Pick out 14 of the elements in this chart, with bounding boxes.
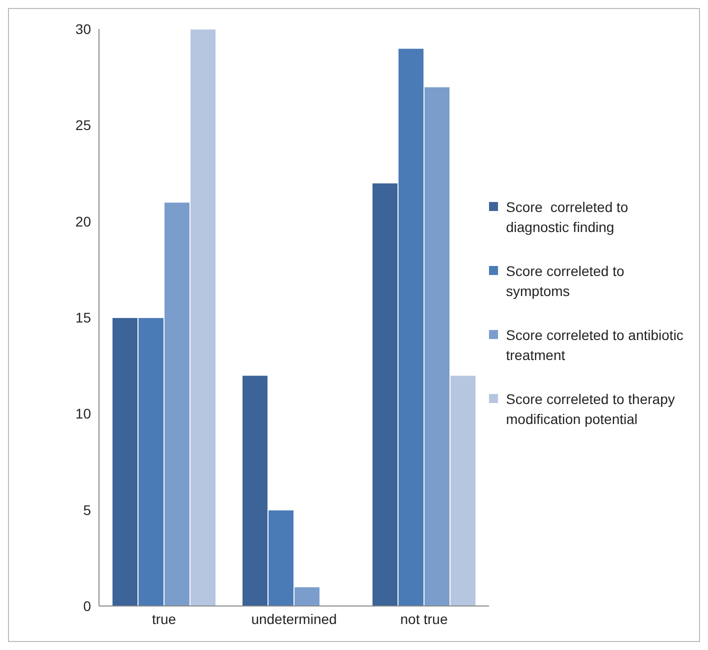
legend-label: Score correleted to diagnostic finding [506,198,630,237]
y-tick-label: 30 [75,20,92,37]
y-tick-label: 15 [75,309,92,326]
y-tick-label: 0 [83,598,92,614]
x-tick-label: true [152,610,176,627]
legend-label: Score correleted to antibiotic treatment [506,326,684,365]
y-tick-label: 5 [83,502,92,518]
y-tick-label: 10 [75,406,92,422]
y-tick-label: 25 [75,117,92,134]
x-tick-label: not true [400,610,448,627]
y-tick-label: 20 [75,213,92,230]
legend-label: Score correleted to therapy modification potential [506,390,676,429]
x-tick-label: undetermined [251,610,337,627]
legend-label: Score correleted to symptoms [506,262,626,301]
